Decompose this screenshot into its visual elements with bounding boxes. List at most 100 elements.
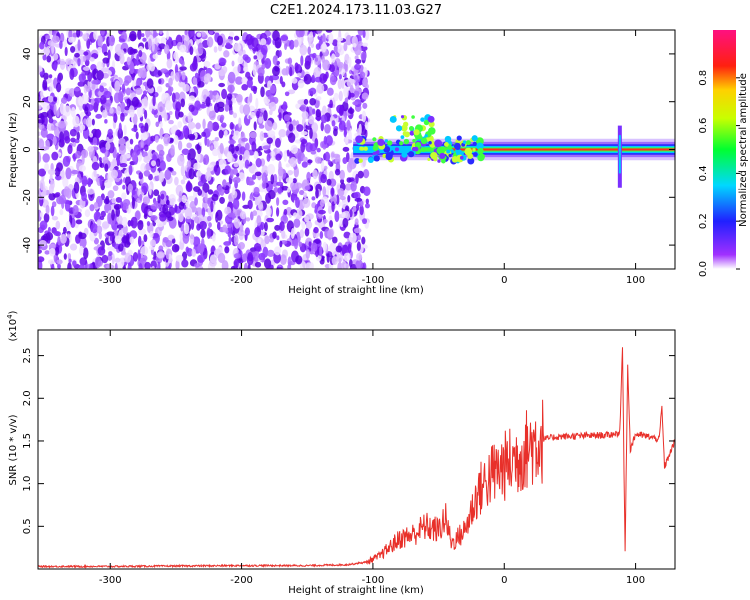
y-tick-label: -40 <box>22 237 33 253</box>
heat-cell <box>152 53 158 60</box>
heat-cell <box>56 109 60 118</box>
heat-cell <box>233 130 240 138</box>
heat-cell <box>212 148 219 157</box>
heat-cell <box>148 184 152 196</box>
heat-cell <box>310 150 317 155</box>
heat-cell <box>138 262 143 269</box>
heat-cell <box>322 186 327 197</box>
heat-cell <box>70 106 76 118</box>
heat-cell <box>249 92 253 103</box>
heat-cell <box>304 55 312 66</box>
heat-cell <box>350 180 357 192</box>
heat-cell <box>116 215 123 224</box>
heat-cell <box>233 35 240 41</box>
heat-cell <box>353 227 362 234</box>
snr-series-line <box>38 347 675 569</box>
heat-cell <box>245 33 254 46</box>
heat-cell <box>68 258 72 263</box>
heat-cell <box>107 254 113 261</box>
heat-cell <box>150 203 158 210</box>
heat-cell <box>218 82 226 88</box>
heat-cell <box>216 221 221 231</box>
heat-cell <box>322 59 330 71</box>
heat-cell <box>226 93 233 101</box>
heat-cell <box>104 163 109 172</box>
heat-cell <box>42 153 50 163</box>
heat-cell <box>299 44 308 56</box>
heat-cell <box>161 93 167 104</box>
heat-cell <box>158 149 165 157</box>
heat-cell <box>192 76 199 85</box>
heat-cell <box>274 137 281 148</box>
heat-cell <box>221 88 228 100</box>
heat-cell <box>331 256 338 266</box>
heat-cell <box>319 199 325 207</box>
heat-cell <box>110 169 119 179</box>
heat-cell <box>229 168 234 180</box>
heat-cell <box>401 124 408 132</box>
heat-cell <box>85 85 91 92</box>
heat-cell <box>43 212 50 223</box>
heat-cell <box>183 222 190 235</box>
heat-cell <box>104 119 108 124</box>
heat-cell <box>57 74 62 85</box>
heat-cell <box>347 194 351 203</box>
heat-cell <box>241 191 246 201</box>
heat-cell <box>156 85 163 93</box>
heat-cell <box>141 33 145 38</box>
heat-cell <box>322 241 327 252</box>
heat-cell <box>56 162 64 172</box>
heat-cell <box>81 154 85 165</box>
heat-cell <box>44 250 50 255</box>
heat-cell <box>55 220 61 230</box>
heat-cell <box>329 220 334 228</box>
heat-cell <box>117 49 125 57</box>
heat-cell <box>262 145 271 150</box>
heat-cell <box>166 199 170 206</box>
heat-cell <box>209 105 214 112</box>
heat-cell <box>180 98 185 108</box>
heat-cell <box>128 164 133 176</box>
heat-cell <box>178 212 184 223</box>
heat-cell <box>218 158 227 169</box>
heat-cell <box>131 196 136 209</box>
heat-cell <box>308 241 312 247</box>
heat-cell <box>181 71 186 81</box>
heat-cell <box>241 76 249 85</box>
heat-cell <box>143 156 150 164</box>
heat-cell <box>149 135 156 142</box>
heat-cell <box>349 84 354 94</box>
heat-cell <box>189 46 194 56</box>
heat-cell <box>118 137 126 146</box>
heat-cell <box>360 51 367 61</box>
heat-cell <box>238 229 245 241</box>
heat-cell <box>120 112 125 122</box>
heat-cell <box>408 126 414 131</box>
heat-cell <box>179 44 187 53</box>
heat-cell <box>63 253 67 260</box>
heat-cell <box>79 236 87 249</box>
y-tick-label: 0.5 <box>22 518 33 534</box>
y-tick-label: 40 <box>22 48 33 61</box>
heat-cell <box>114 80 121 93</box>
heat-cell <box>338 106 344 117</box>
heat-cell <box>156 251 165 259</box>
heat-cell <box>237 258 244 264</box>
heat-cell <box>64 200 71 212</box>
heat-cell <box>228 236 232 244</box>
heat-cell <box>187 133 196 140</box>
heat-cell <box>134 60 140 66</box>
heat-cell <box>58 120 66 129</box>
heat-cell <box>213 30 222 33</box>
heat-cell <box>143 234 148 243</box>
heat-cell <box>102 156 109 164</box>
heat-cell <box>276 235 280 241</box>
heat-cell <box>84 106 89 115</box>
heat-cell <box>291 120 298 126</box>
heat-cell <box>269 84 276 94</box>
heat-cell <box>167 234 175 240</box>
heat-cell <box>357 170 364 179</box>
heat-cell <box>203 154 210 166</box>
heat-cell <box>38 256 45 263</box>
heat-cell <box>232 168 238 175</box>
